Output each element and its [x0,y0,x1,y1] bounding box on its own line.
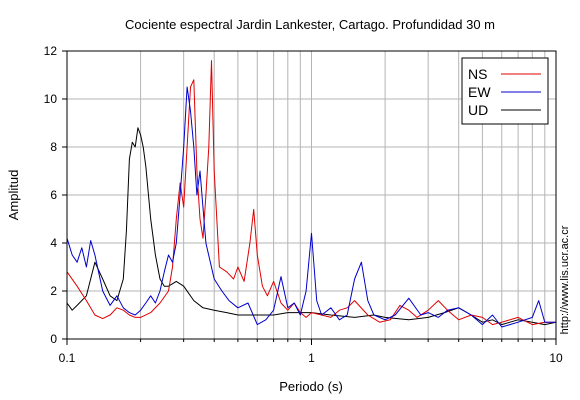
series-line-ew [66,86,556,328]
legend: NS EW UD [461,57,549,125]
ticks: 0 2 4 6 8 10 12 0.1 1 10 [44,44,563,365]
legend-label-ns: NS [468,66,487,82]
series-group [66,60,557,328]
side-note-url: http://www.lis.ucr.ac.cr [559,225,571,334]
y-tick-label: 6 [50,188,57,202]
x-tick-label: 1 [308,351,315,365]
chart-title: Cociente espectral Jardin Lankester, Car… [125,17,495,32]
x-tick-label: 0.1 [59,351,76,365]
y-tick-label: 12 [44,44,58,58]
y-axis-label: Amplitud [6,170,21,221]
legend-box [461,57,549,125]
y-tick-label: 0 [50,332,57,346]
x-tick-label: 10 [549,351,563,365]
y-tick-label: 2 [50,284,57,298]
legend-label-ud: UD [468,102,488,118]
x-axis-label: Periodo (s) [279,379,343,394]
series-line-ns [66,60,556,326]
y-tick-label: 4 [50,236,57,250]
y-tick-label: 10 [44,92,58,106]
y-tick-label: 8 [50,140,57,154]
legend-label-ew: EW [468,84,491,100]
